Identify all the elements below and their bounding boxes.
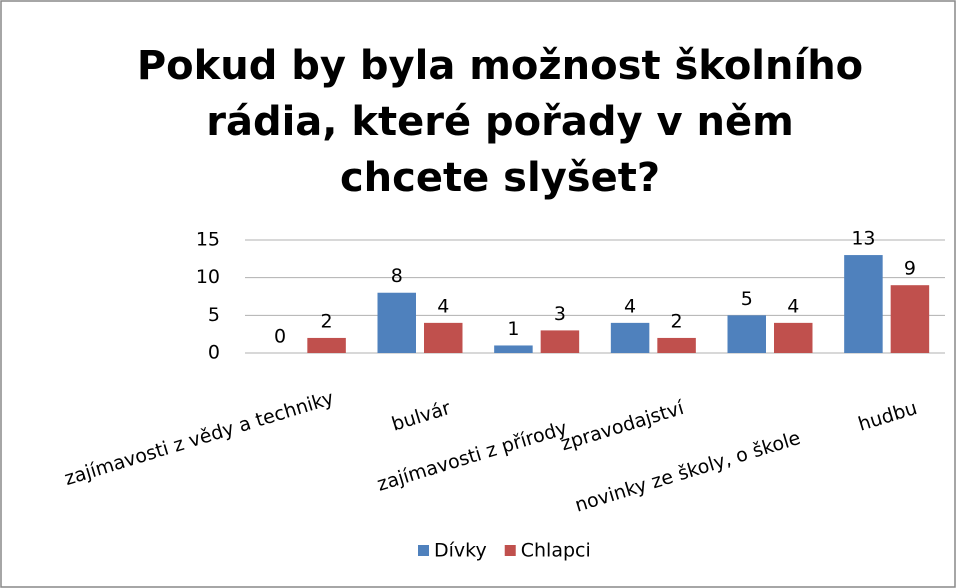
x-tick-label: bulvár	[389, 397, 453, 436]
legend-swatch	[504, 545, 516, 556]
value-label: 5	[741, 288, 753, 310]
bar	[774, 322, 813, 353]
legend-label: Chlapci	[521, 540, 591, 562]
bar	[377, 292, 416, 353]
bar	[844, 255, 883, 353]
bar	[494, 345, 533, 353]
y-tick-label: 5	[208, 304, 220, 326]
value-label: 1	[507, 318, 519, 340]
y-tick-label: 0	[208, 342, 220, 364]
bar	[610, 322, 650, 353]
value-label: 4	[787, 295, 799, 317]
bar	[890, 285, 930, 353]
legend-label: Dívky	[434, 540, 487, 562]
bar	[307, 337, 346, 353]
y-tick-label: 15	[196, 229, 220, 251]
bar	[540, 330, 580, 353]
value-label: 0	[274, 326, 286, 348]
value-label: 4	[437, 295, 449, 317]
bar	[727, 315, 766, 353]
bar	[424, 322, 463, 353]
value-label: 9	[904, 258, 916, 280]
y-tick-label: 10	[196, 266, 220, 288]
value-label: 4	[624, 295, 636, 317]
value-label: 2	[671, 310, 683, 332]
x-tick-label: zpravodajství	[558, 397, 687, 455]
x-tick-label: hudbu	[856, 397, 920, 436]
value-label: 2	[321, 310, 333, 332]
value-label: 13	[851, 228, 875, 250]
value-label: 8	[391, 265, 403, 287]
legend-swatch	[418, 545, 429, 556]
chart-title: Pokud by byla možnost školního rádia, kt…	[136, 43, 864, 201]
x-tick-label: zajímavosti z vědy a techniky	[62, 387, 337, 490]
bar	[657, 337, 696, 353]
value-label: 3	[554, 303, 566, 325]
